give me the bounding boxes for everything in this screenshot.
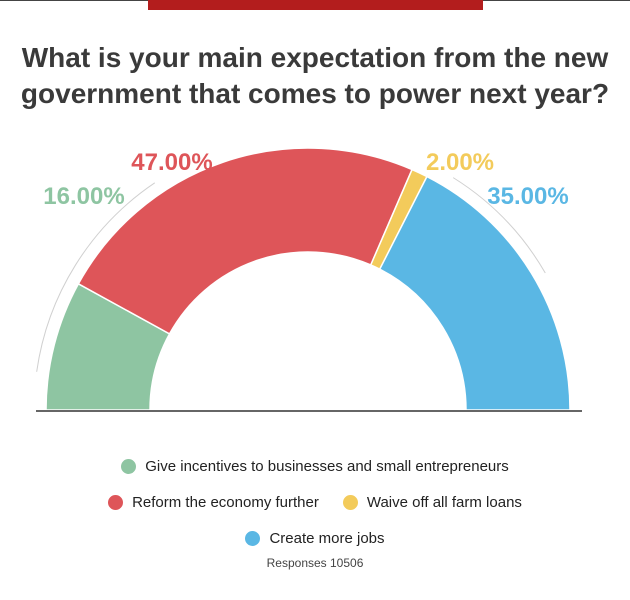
data-label-farm: 2.00%	[426, 149, 494, 176]
legend-item-farm: Waive off all farm loans	[342, 493, 522, 511]
legend-row-3: Create more jobs	[0, 520, 630, 556]
legend-item-reform: Reform the economy further	[108, 494, 319, 511]
chart-title: What is your main expectation from the n…	[0, 40, 630, 112]
leader-arc-left	[36, 182, 156, 372]
responses-count: Responses 10506	[266, 556, 364, 570]
legend-dot-farm	[342, 494, 358, 510]
slice-reform	[77, 147, 414, 335]
title-line-2: government that comes to power next year…	[20, 78, 610, 109]
data-label-reform: 47.00%	[131, 149, 212, 176]
leader-arc-right	[452, 177, 546, 274]
legend-item-incentives: Give incentives to businesses and small …	[121, 458, 509, 475]
legend-label-farm: Waive off all farm loans	[366, 493, 522, 511]
legend-dot-incentives	[121, 458, 137, 474]
top-accent-bar	[148, 0, 483, 10]
legend-dot-reform	[108, 494, 124, 510]
legend-label-reform: Reform the economy further	[132, 493, 319, 511]
title-line-1: What is your main expectation from the n…	[21, 42, 609, 73]
legend-row-2: Reform the economy further Waive off all…	[0, 484, 630, 520]
legend-label-jobs: Create more jobs	[269, 529, 385, 547]
legend-item-jobs: Create more jobs	[245, 529, 385, 547]
data-label-incentives: 16.00%	[43, 183, 124, 210]
legend-dot-jobs	[245, 530, 261, 546]
legend-row-1: Give incentives to businesses and small …	[0, 448, 630, 484]
slice-jobs	[378, 175, 571, 411]
legend: Give incentives to businesses and small …	[0, 448, 630, 556]
legend-label-incentives: Give incentives to businesses and small …	[145, 457, 509, 475]
data-label-jobs: 35.00%	[487, 183, 568, 210]
